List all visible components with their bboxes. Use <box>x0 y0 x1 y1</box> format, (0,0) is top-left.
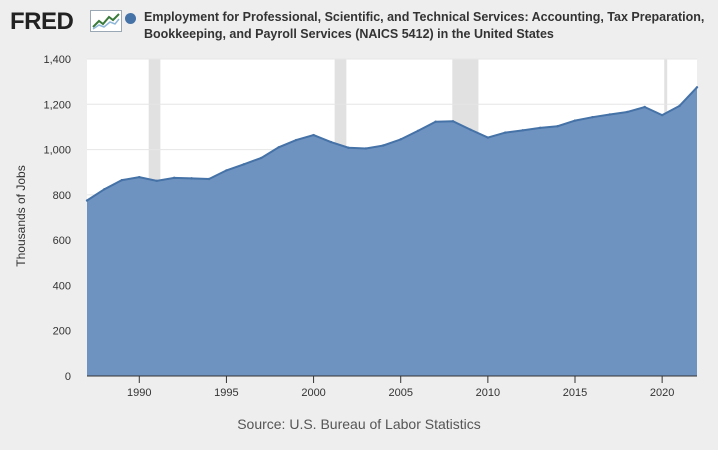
data-point <box>242 163 246 166</box>
data-point <box>504 131 507 134</box>
x-tick-label: 2010 <box>476 387 500 399</box>
data-point <box>660 113 664 117</box>
data-point <box>573 119 577 122</box>
y-tick-label: 400 <box>53 280 71 292</box>
data-point <box>643 105 646 109</box>
x-tick-label: 2000 <box>301 387 325 399</box>
x-tick-label: 1995 <box>214 387 238 399</box>
x-tick-label: 2005 <box>388 387 412 399</box>
data-point <box>416 129 420 132</box>
data-point <box>155 179 158 183</box>
axes: 0 200 400 600 800 1,000 1,200 1,400 1990 1995 2000… <box>43 54 697 399</box>
data-point <box>678 104 681 108</box>
data-point <box>469 128 472 131</box>
data-point <box>172 176 176 180</box>
data-point <box>364 147 368 150</box>
data-point <box>277 146 280 149</box>
y-tick-label: 1,200 <box>43 99 71 111</box>
y-axis-label: Thousands of Jobs <box>14 165 28 266</box>
y-tick-label: 1,000 <box>43 145 71 157</box>
series-area <box>87 87 697 376</box>
data-point <box>451 120 455 123</box>
data-point <box>260 156 263 160</box>
source-note: Source: U.S. Bureau of Labor Statistics <box>237 416 481 432</box>
series-line <box>86 86 698 202</box>
data-point <box>294 138 298 142</box>
data-point <box>626 110 629 114</box>
data-point <box>695 86 699 89</box>
data-point <box>329 140 333 144</box>
series-layer <box>85 86 699 376</box>
y-tick-label: 1,400 <box>43 54 71 66</box>
chart-header: FRED Employment for Professional, Scient… <box>0 0 718 52</box>
data-point <box>608 113 612 116</box>
data-point <box>347 146 350 149</box>
data-point <box>538 126 542 130</box>
data-point <box>556 125 559 128</box>
data-point <box>207 177 211 181</box>
data-point <box>225 169 228 172</box>
data-point <box>103 187 106 191</box>
y-tick-label: 0 <box>65 371 71 383</box>
data-point <box>591 115 594 119</box>
data-point <box>85 199 89 202</box>
data-point <box>521 129 524 132</box>
chart-trend-icon <box>90 10 122 32</box>
data-point <box>120 178 124 182</box>
legend-series-marker <box>125 13 136 24</box>
data-point <box>312 133 315 137</box>
data-point <box>190 177 193 180</box>
x-tick-label: 2020 <box>650 387 674 399</box>
data-point <box>486 136 490 139</box>
data-point <box>382 144 385 147</box>
y-tick-label: 200 <box>53 326 71 338</box>
area-chart: 0 200 400 600 800 1,000 1,200 1,400 1990 1995 2000… <box>14 54 699 399</box>
data-point <box>434 120 437 123</box>
x-tick-label: 2015 <box>563 387 587 399</box>
data-point <box>138 175 141 179</box>
chart-title: Employment for Professional, Scientific,… <box>144 10 705 41</box>
y-tick-label: 800 <box>53 190 71 202</box>
y-tick-label: 600 <box>53 235 71 247</box>
data-point <box>399 138 402 141</box>
fred-logo-text: FRED <box>10 8 74 35</box>
x-tick-label: 1990 <box>127 387 151 399</box>
